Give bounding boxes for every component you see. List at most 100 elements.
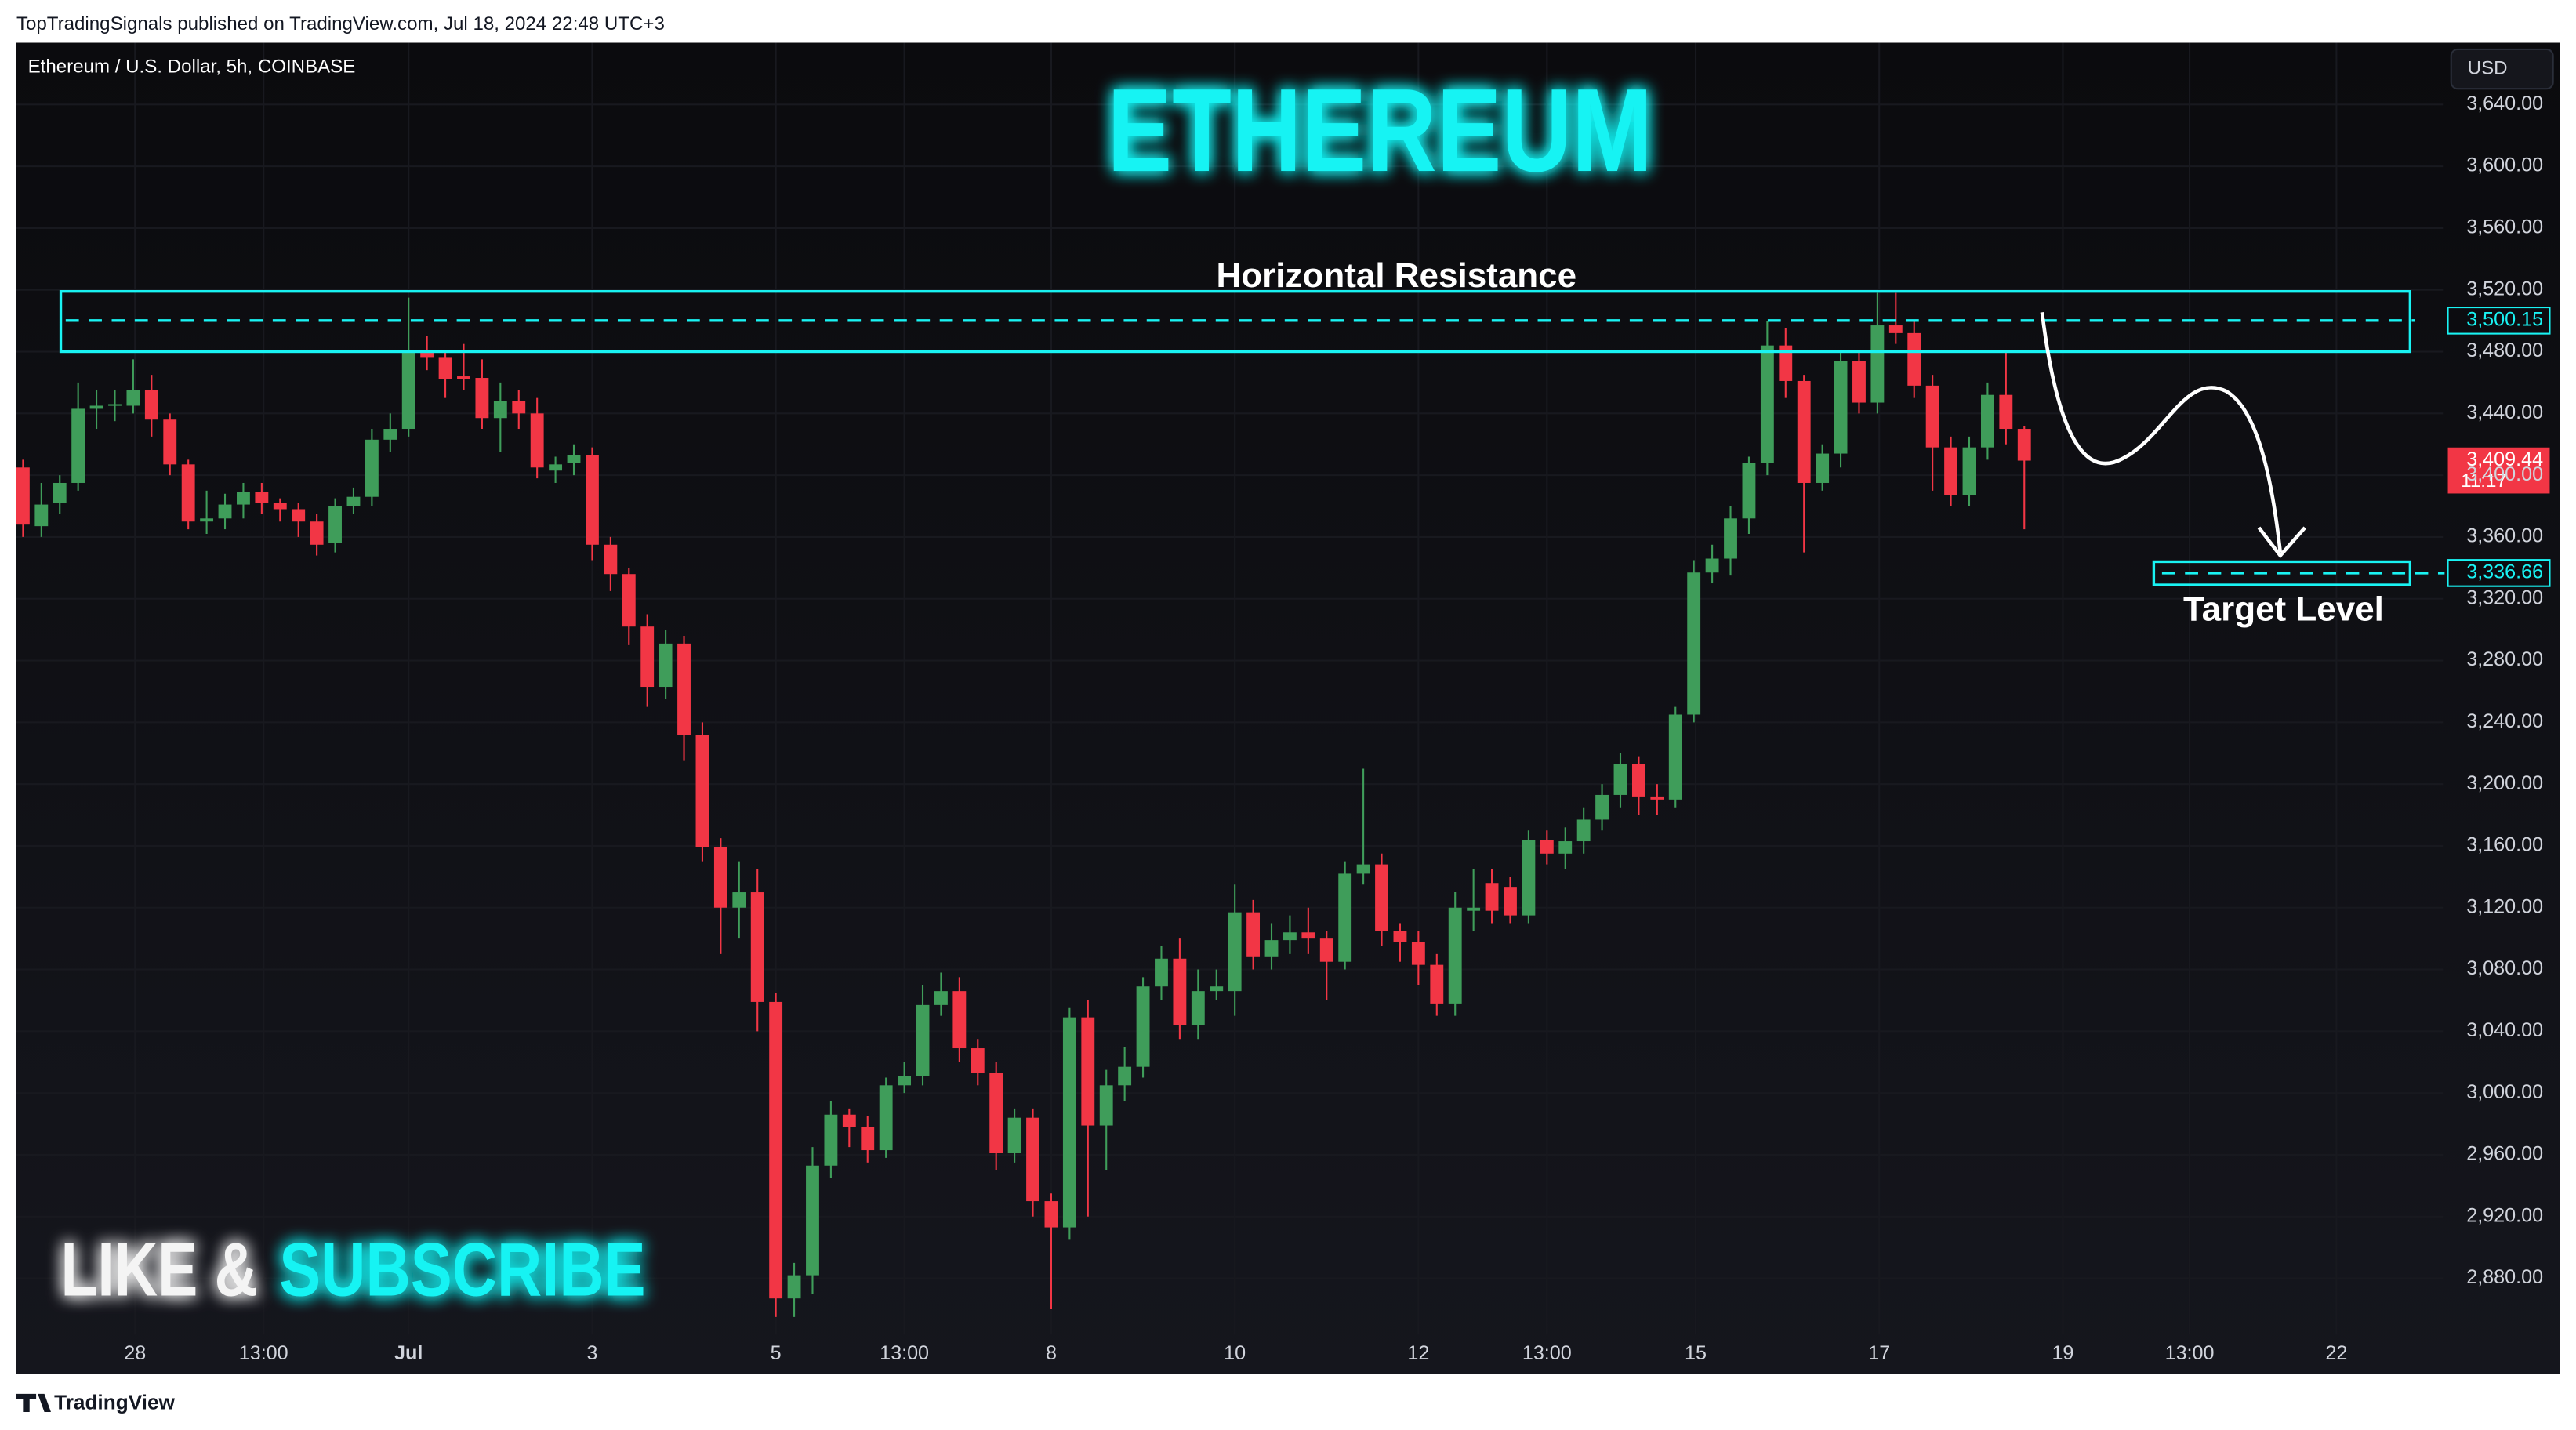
candle-body [16,467,30,525]
y-tick-label: 3,400.00 [2466,463,2543,485]
axes: 2,880.00 2,920.00 2,960.00 3,000.00 3,040.00… [124,93,2543,1364]
y-tick-label: 3,560.00 [2466,216,2543,238]
candle-body [1118,1066,1132,1086]
y-tick-label: 3,360.00 [2466,525,2543,547]
candle-body [273,503,287,510]
y-tick-label: 2,920.00 [2466,1204,2543,1226]
candle-body [475,378,489,419]
y-tick-label: 3,160.00 [2466,834,2543,856]
x-tick-label: 13:00 [1522,1342,1572,1364]
candle-body [200,518,214,522]
candle-body [1852,361,1866,403]
projection-arrow [2040,312,2283,553]
brand-logo [16,1393,51,1412]
candle-body [1631,764,1645,797]
candle-body [1834,361,1848,454]
candle-body [586,455,599,545]
candle-body [292,509,306,522]
candle-body [1393,931,1407,942]
candle-body [383,429,397,440]
target-label: Target Level [2183,590,2384,629]
candle-body [89,405,103,409]
y-tick-label: 3,280.00 [2466,648,2543,670]
candle-body [1980,394,1994,448]
candle-body [549,464,563,471]
candle-body [842,1114,856,1127]
candle-body [438,358,452,379]
candle-body [1081,1017,1095,1126]
candle-body [181,464,195,522]
candle-body [1099,1085,1113,1126]
x-tick-label: 13:00 [239,1342,288,1364]
candle-body [567,455,581,463]
cta-subscribe: SUBSCRIBE [279,1228,645,1312]
candle-body [1044,1201,1058,1228]
candle-body [1485,883,1499,911]
candle-body [1650,796,1664,800]
candle-body [1888,325,1903,333]
candle-body [732,892,746,908]
candle-body [512,401,526,414]
candle-body [952,991,967,1049]
candle-body [493,401,507,419]
candle-body [1173,958,1187,1025]
candle-body [1797,380,1811,483]
candle-body [824,1114,838,1166]
candle-body [1576,819,1591,842]
candle-body [1742,463,1756,519]
candle-body [457,376,470,379]
candle-body [401,350,415,430]
candle-body [1558,841,1573,854]
last-price: 3,409.44 [2466,448,2543,470]
candle-body [622,574,636,627]
candle-body [861,1127,875,1151]
currency[interactable]: USD [2468,57,2508,78]
x-tick-label: 3 [586,1342,597,1364]
x-tick-label: 12 [1407,1342,1429,1364]
y-tick-label: 3,480.00 [2466,339,2543,361]
y-tick-label: 3,080.00 [2466,957,2543,979]
candle-body [1411,942,1425,965]
candle-body [1155,958,1168,987]
candle-body [695,735,709,847]
candle-body [126,390,140,406]
x-tick-label: 10 [1224,1342,1246,1364]
candle-body [1430,964,1444,1004]
candle-body [1007,1117,1021,1153]
candle-body [420,350,434,358]
grid [16,42,2444,1335]
candle-body [1613,764,1627,795]
x-tick-label: 15 [1685,1342,1707,1364]
candle-body [1136,986,1150,1067]
candle-body [1504,887,1517,916]
candle-body [916,1004,930,1076]
candle-body [1816,453,1830,483]
resistance-zone [59,290,2412,354]
resistance-label: Horizontal Resistance [1217,256,1577,295]
candle-body [34,504,49,527]
x-tick-label: Jul [394,1342,423,1364]
y-tick-label: 3,000.00 [2466,1081,2543,1103]
x-tick-label: 17 [1868,1342,1890,1364]
last-price-box [2447,447,2550,494]
candle-body [1687,572,1701,715]
candle-body [1246,912,1261,957]
y-tick-label: 2,960.00 [2466,1143,2543,1165]
candle-body [787,1275,801,1299]
x-tick-label: 8 [1046,1342,1057,1364]
candle-body [108,404,122,406]
symbol: Ethereum / U.S. Dollar, 5h, COINBASE [28,56,356,77]
resistance-price: 3,500.15 [2466,308,2543,330]
arrow-head [2257,526,2306,559]
currency-box[interactable] [2450,48,2554,90]
candle-body [879,1085,893,1151]
y-tick-label: 3,640.00 [2466,93,2543,114]
candle-body [1283,932,1297,941]
countdown: 11:17 [2461,470,2507,492]
candle-body [1595,794,1609,820]
candle-body [144,390,158,420]
y-tick-label: 3,440.00 [2466,401,2543,423]
candle-body [53,482,67,503]
